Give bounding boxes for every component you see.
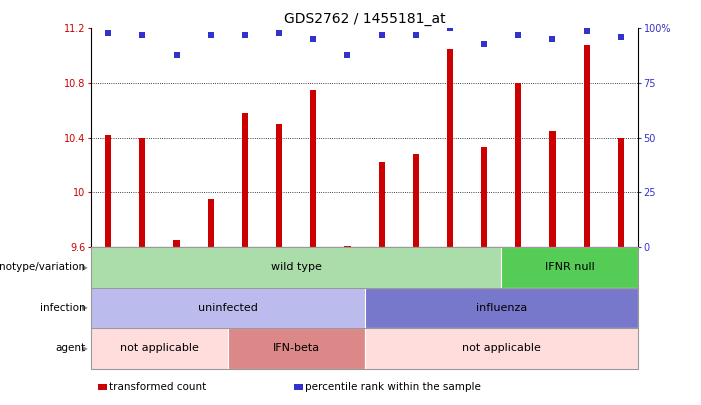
Text: ▶: ▶	[82, 263, 88, 272]
Point	[342, 51, 353, 58]
Bar	[242, 113, 248, 247]
Point	[512, 32, 524, 38]
Bar	[173, 240, 179, 247]
Bar	[583, 45, 590, 247]
Bar	[105, 135, 111, 247]
Point	[444, 25, 456, 32]
Point	[547, 36, 558, 43]
Bar	[550, 131, 556, 247]
Bar	[344, 246, 350, 247]
Bar	[515, 83, 522, 247]
Bar	[379, 162, 385, 247]
Bar	[310, 90, 316, 247]
Text: genotype/variation: genotype/variation	[0, 262, 86, 272]
Title: GDS2762 / 1455181_at: GDS2762 / 1455181_at	[284, 12, 445, 26]
Point	[615, 34, 627, 40]
Text: agent: agent	[55, 343, 86, 353]
Point	[479, 40, 490, 47]
Text: IFN-beta: IFN-beta	[273, 343, 320, 353]
Text: uninfected: uninfected	[198, 303, 258, 313]
Text: percentile rank within the sample: percentile rank within the sample	[305, 382, 481, 392]
Point	[376, 32, 387, 38]
Point	[308, 36, 319, 43]
Text: infection: infection	[40, 303, 86, 313]
Text: ▶: ▶	[82, 303, 88, 312]
Point	[239, 32, 250, 38]
Text: influenza: influenza	[475, 303, 527, 313]
Text: transformed count: transformed count	[109, 382, 206, 392]
Point	[102, 30, 114, 36]
Bar	[618, 138, 624, 247]
Bar	[139, 138, 146, 247]
Point	[137, 32, 148, 38]
Point	[410, 32, 421, 38]
Text: not applicable: not applicable	[120, 343, 199, 353]
Bar	[481, 147, 487, 247]
Bar	[447, 49, 453, 247]
Point	[171, 51, 182, 58]
Text: wild type: wild type	[271, 262, 322, 272]
Text: IFNR null: IFNR null	[545, 262, 594, 272]
Point	[581, 27, 592, 34]
Point	[205, 32, 217, 38]
Bar	[207, 199, 214, 247]
Bar	[413, 154, 419, 247]
Bar	[276, 124, 283, 247]
Text: ▶: ▶	[82, 344, 88, 353]
Text: not applicable: not applicable	[462, 343, 540, 353]
Point	[273, 30, 285, 36]
